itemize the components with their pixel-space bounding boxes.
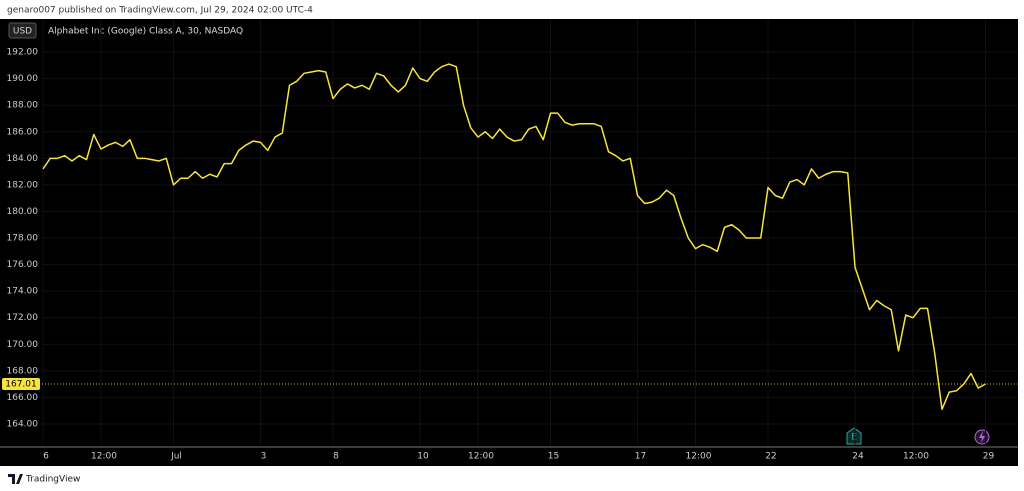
y-tick-label: 166.00 xyxy=(7,393,39,403)
y-tick-label: 190.00 xyxy=(7,74,39,84)
y-tick-label: 184.00 xyxy=(7,154,39,164)
chart-title: Alphabet Inc (Google) Class A, 30, NASDA… xyxy=(48,27,243,37)
x-tick-label: Jul xyxy=(170,452,182,462)
x-tick-label: 12:00 xyxy=(686,452,712,462)
x-tick-label: 12:00 xyxy=(903,452,929,462)
y-tick-label: 180.00 xyxy=(7,207,39,217)
header-text: genaro007 published on TradingView.com, … xyxy=(7,6,313,16)
grid xyxy=(42,19,1018,446)
x-tick-label: 22 xyxy=(765,452,776,462)
y-tick-label: 168.00 xyxy=(7,366,39,376)
y-tick-label: 174.00 xyxy=(7,287,39,297)
x-tick-label: 6 xyxy=(43,452,49,462)
event-label: E xyxy=(851,433,857,443)
y-tick-label: 178.00 xyxy=(7,234,39,244)
y-tick-label: 170.00 xyxy=(7,340,39,350)
y-tick-label: 186.00 xyxy=(7,127,39,137)
y-tick-label: 192.00 xyxy=(7,48,39,58)
price-line xyxy=(42,63,986,411)
footer-logo: TradingView xyxy=(8,474,80,485)
x-tick-label: 24 xyxy=(852,452,864,462)
y-tick-label: 164.00 xyxy=(7,419,39,429)
x-tick-label: 15 xyxy=(548,452,559,462)
y-tick-label: 172.00 xyxy=(7,313,39,323)
flash-icon xyxy=(974,429,990,445)
x-tick-label: 29 xyxy=(983,452,995,462)
currency-label: USD xyxy=(13,27,32,37)
x-tick-label: 12:00 xyxy=(91,452,117,462)
x-tick-label: 8 xyxy=(333,452,339,462)
y-tick-label: 176.00 xyxy=(7,260,39,270)
x-tick-label: 12:00 xyxy=(468,452,494,462)
currency-badge xyxy=(8,22,37,39)
footer-text: TradingView xyxy=(25,475,80,485)
event-icon: E xyxy=(846,427,862,445)
x-tick-label: 3 xyxy=(261,452,267,462)
last-price-label: 167.01 xyxy=(5,379,37,389)
last-price-box xyxy=(2,377,40,390)
y-tick-label: 182.00 xyxy=(7,180,39,190)
chart-background xyxy=(0,19,1018,466)
y-tick-label: 188.00 xyxy=(7,101,39,111)
x-tick-label: 10 xyxy=(417,452,429,462)
x-tick-label: 17 xyxy=(635,452,646,462)
